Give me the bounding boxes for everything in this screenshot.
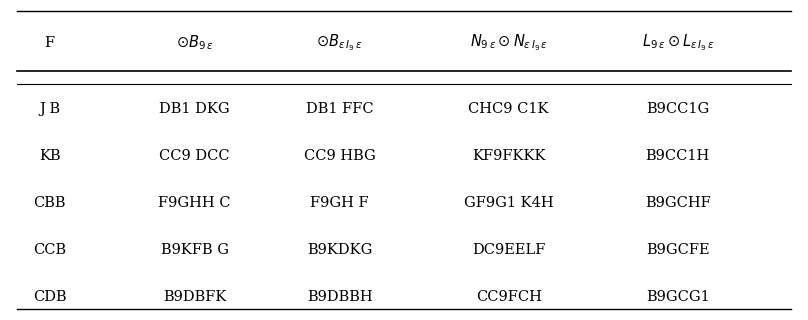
Text: B9GCFE: B9GCFE: [646, 243, 709, 257]
Text: DB1 FFC: DB1 FFC: [305, 102, 373, 116]
Text: $N_{9\,\varepsilon}\odot N_{\varepsilon\,I_9\,\varepsilon}$: $N_{9\,\varepsilon}\odot N_{\varepsilon\…: [469, 32, 548, 53]
Text: F9GHH C: F9GHH C: [158, 196, 231, 210]
Text: CC9 DCC: CC9 DCC: [159, 149, 230, 163]
Text: CHC9 C1K: CHC9 C1K: [469, 102, 549, 116]
Text: GF9G1 K4H: GF9G1 K4H: [464, 196, 553, 210]
Text: CDB: CDB: [33, 290, 66, 304]
Text: CC9 HBG: CC9 HBG: [304, 149, 376, 163]
Text: B9GCG1: B9GCG1: [646, 290, 709, 304]
Text: B9CC1H: B9CC1H: [646, 149, 710, 163]
Text: B9KDKG: B9KDKG: [307, 243, 372, 257]
Text: B9KFB G: B9KFB G: [161, 243, 229, 257]
Text: DC9EELF: DC9EELF: [472, 243, 545, 257]
Text: CBB: CBB: [33, 196, 66, 210]
Text: KF9FKKK: KF9FKKK: [472, 149, 545, 163]
Text: $\odot B_{9\,\varepsilon}$: $\odot B_{9\,\varepsilon}$: [176, 33, 213, 52]
Text: $\odot B_{\varepsilon\,I_9\,\varepsilon}$: $\odot B_{\varepsilon\,I_9\,\varepsilon}…: [317, 32, 363, 53]
Text: F9GH F: F9GH F: [310, 196, 369, 210]
Text: B9DBFK: B9DBFK: [163, 290, 226, 304]
Text: F: F: [44, 36, 55, 50]
Text: B9GCHF: B9GCHF: [645, 196, 711, 210]
Text: B9DBBH: B9DBBH: [307, 290, 372, 304]
Text: CCB: CCB: [33, 243, 66, 257]
Text: B9CC1G: B9CC1G: [646, 102, 709, 116]
Text: KB: KB: [39, 149, 61, 163]
Text: CC9FCH: CC9FCH: [476, 290, 541, 304]
Text: J B: J B: [39, 102, 61, 116]
Text: DB1 DKG: DB1 DKG: [159, 102, 230, 116]
Text: $L_{9\,\varepsilon}\odot L_{\varepsilon\,I_9\,\varepsilon}$: $L_{9\,\varepsilon}\odot L_{\varepsilon\…: [642, 32, 714, 53]
